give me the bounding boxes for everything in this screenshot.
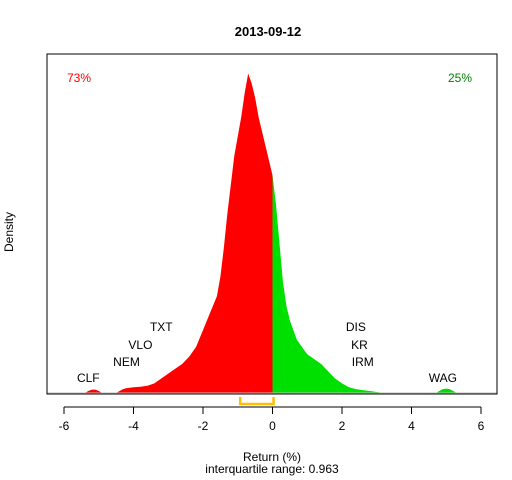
x-tick-label: 6 (478, 419, 485, 433)
x-tick-label: -4 (128, 419, 139, 433)
x-tick-label: 0 (269, 419, 276, 433)
stock-label: KR (351, 338, 368, 352)
iqr-bracket-line (238, 397, 275, 406)
iqr-subtitle: interquartile range: 0.963 (205, 462, 339, 476)
stock-label: NEM (113, 355, 140, 369)
iqr-bracket (238, 397, 275, 406)
x-tick-label: -6 (59, 419, 70, 433)
density-area (47, 73, 497, 394)
stock-label: IRM (352, 355, 374, 369)
x-axis-label: Return (%) (243, 450, 301, 464)
stock-label: DIS (346, 320, 366, 334)
stock-label: WAG (429, 371, 457, 385)
chart-title: 2013-09-12 (235, 24, 302, 39)
x-tick-label: -2 (198, 419, 209, 433)
x-tick-label: 4 (408, 419, 415, 433)
stock-label: TXT (150, 320, 173, 334)
negative-share-label: 73% (67, 71, 91, 85)
x-axis: -6 -4 -2 0 2 4 6 (59, 406, 485, 433)
plot-frame (46, 53, 498, 395)
y-axis-label: Density (2, 212, 16, 252)
stock-labels: CLF NEM VLO TXT WAG IRM KR DIS (77, 320, 457, 385)
negative-density-area (64, 73, 273, 393)
positive-share-label: 25% (448, 71, 472, 85)
stock-label: CLF (77, 371, 100, 385)
positive-density-area (272, 175, 481, 393)
stock-label: VLO (128, 338, 152, 352)
x-tick-label: 2 (339, 419, 346, 433)
